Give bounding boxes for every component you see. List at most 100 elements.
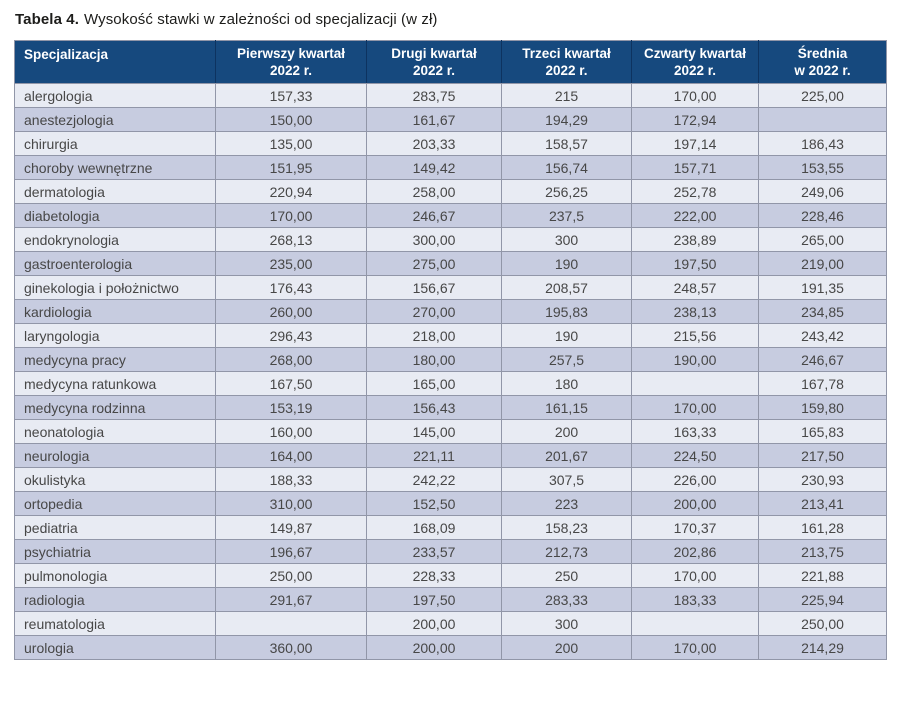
table-row: neurologia 164,00 221,11 201,67 224,50 217,50 [14, 443, 887, 468]
specialization-cell: choroby wewnętrzne [14, 155, 216, 180]
value-cell: 230,93 [758, 467, 887, 492]
value-cell: 250,00 [758, 611, 887, 636]
header-specjalizacja-label: Specjalizacja [24, 47, 109, 62]
value-cell: 191,35 [758, 275, 887, 300]
value-cell: 220,94 [215, 179, 367, 204]
value-cell: 300 [501, 227, 632, 252]
value-cell: 221,11 [366, 443, 502, 468]
value-cell: 310,00 [215, 491, 367, 516]
value-cell: 221,88 [758, 563, 887, 588]
specialization-cell: reumatologia [14, 611, 216, 636]
value-cell: 195,83 [501, 299, 632, 324]
table-row: alergologia 157,33 283,75 215 170,00 225,00 [14, 83, 887, 108]
specialization-cell: anestezjologia [14, 107, 216, 132]
header-q3-line2: 2022 r. [545, 63, 588, 78]
table-row: pulmonologia 250,00 228,33 250 170,00 221,88 [14, 563, 887, 588]
value-cell: 183,33 [631, 587, 759, 612]
value-cell: 250 [501, 563, 632, 588]
value-cell: 165,83 [758, 419, 887, 444]
value-cell: 201,67 [501, 443, 632, 468]
table-body: alergologia 157,33 283,75 215 170,00 225,00 an… [14, 83, 887, 660]
value-cell: 152,50 [366, 491, 502, 516]
header-q1: Pierwszy kwartał 2022 r. [215, 40, 367, 84]
value-cell [758, 107, 887, 132]
value-cell: 223 [501, 491, 632, 516]
value-cell: 208,57 [501, 275, 632, 300]
table-row: psychiatria 196,67 233,57 212,73 202,86 213,7… [14, 539, 887, 564]
value-cell: 167,78 [758, 371, 887, 396]
header-q1-line2: 2022 r. [269, 63, 313, 78]
value-cell: 217,50 [758, 443, 887, 468]
value-cell: 283,33 [501, 587, 632, 612]
value-cell: 242,22 [366, 467, 502, 492]
specialization-cell: ginekologia i położnictwo [14, 275, 216, 300]
value-cell: 161,67 [366, 107, 502, 132]
value-cell: 246,67 [758, 347, 887, 372]
value-cell: 176,43 [215, 275, 367, 300]
table-row: medycyna ratunkowa 167,50 165,00 180 167,78 [14, 371, 887, 396]
specialization-cell: ortopedia [14, 491, 216, 516]
value-cell: 197,50 [631, 251, 759, 276]
header-average-line1: Średnia [797, 46, 848, 61]
specialization-cell: neurologia [14, 443, 216, 468]
value-cell: 291,67 [215, 587, 367, 612]
value-cell: 307,5 [501, 467, 632, 492]
value-cell: 203,33 [366, 131, 502, 156]
table-caption-text: Wysokość stawki w zależności od specjali… [83, 11, 438, 28]
value-cell: 196,67 [215, 539, 367, 564]
value-cell: 165,00 [366, 371, 502, 396]
value-cell: 213,41 [758, 491, 887, 516]
specialization-cell: medycyna ratunkowa [14, 371, 216, 396]
value-cell: 160,00 [215, 419, 367, 444]
specialization-cell: chirurgia [14, 131, 216, 156]
value-cell: 170,00 [631, 563, 759, 588]
table-row: dermatologia 220,94 258,00 256,25 252,78 249,… [14, 179, 887, 204]
value-cell: 300 [501, 611, 632, 636]
value-cell: 225,00 [758, 83, 887, 108]
table-row: chirurgia 135,00 203,33 158,57 197,14 186,43 [14, 131, 887, 156]
table-row: medycyna pracy 268,00 180,00 257,5 190,00 246… [14, 347, 887, 372]
value-cell: 170,00 [631, 635, 759, 660]
value-cell: 188,33 [215, 467, 367, 492]
table-row: radiologia 291,67 197,50 283,33 183,33 225,94 [14, 587, 887, 612]
table-row: diabetologia 170,00 246,67 237,5 222,00 228,4… [14, 203, 887, 228]
value-cell: 161,28 [758, 515, 887, 540]
value-cell [631, 611, 759, 636]
specialization-cell: pediatria [14, 515, 216, 540]
value-cell: 158,23 [501, 515, 632, 540]
header-q4-line2: 2022 r. [673, 63, 717, 78]
header-average: Średnia w 2022 r. [758, 40, 887, 84]
value-cell: 238,89 [631, 227, 759, 252]
specialization-cell: psychiatria [14, 539, 216, 564]
value-cell: 300,00 [366, 227, 502, 252]
table-row: choroby wewnętrzne 151,95 149,42 156,74 157,… [14, 155, 887, 180]
table-row: laryngologia 296,43 218,00 190 215,56 243,42 [14, 323, 887, 348]
value-cell: 214,29 [758, 635, 887, 660]
value-cell: 268,13 [215, 227, 367, 252]
value-cell: 256,25 [501, 179, 632, 204]
value-cell: 180,00 [366, 347, 502, 372]
specialization-cell: medycyna pracy [14, 347, 216, 372]
value-cell: 190 [501, 323, 632, 348]
value-cell: 145,00 [366, 419, 502, 444]
value-cell [631, 371, 759, 396]
header-q3-line1: Trzeci kwartał [522, 46, 611, 61]
value-cell: 194,29 [501, 107, 632, 132]
value-cell: 156,67 [366, 275, 502, 300]
value-cell: 156,43 [366, 395, 502, 420]
value-cell: 233,57 [366, 539, 502, 564]
header-specjalizacja: Specjalizacja [14, 40, 216, 84]
specialization-cell: dermatologia [14, 179, 216, 204]
value-cell: 248,57 [631, 275, 759, 300]
header-q3: Trzeci kwartał 2022 r. [501, 40, 632, 84]
value-cell: 172,94 [631, 107, 759, 132]
value-cell: 360,00 [215, 635, 367, 660]
specialization-cell: laryngologia [14, 323, 216, 348]
rates-table: Specjalizacja Pierwszy kwartał 2022 r. D… [14, 40, 887, 660]
value-cell: 226,00 [631, 467, 759, 492]
value-cell: 149,87 [215, 515, 367, 540]
value-cell: 246,67 [366, 203, 502, 228]
value-cell: 153,19 [215, 395, 367, 420]
value-cell: 170,37 [631, 515, 759, 540]
header-q2: Drugi kwartał 2022 r. [366, 40, 502, 84]
